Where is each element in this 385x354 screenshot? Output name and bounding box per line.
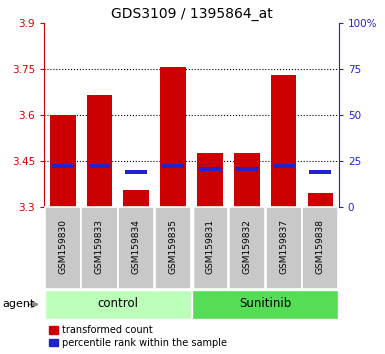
Bar xyxy=(162,164,184,168)
Bar xyxy=(310,170,331,174)
Bar xyxy=(197,153,223,207)
Text: GSM159835: GSM159835 xyxy=(169,219,177,274)
Text: GSM159837: GSM159837 xyxy=(279,219,288,274)
Bar xyxy=(234,153,259,207)
Text: Sunitinib: Sunitinib xyxy=(239,297,291,310)
Bar xyxy=(199,167,221,171)
Bar xyxy=(89,164,110,168)
Bar xyxy=(308,193,333,207)
Text: GSM159830: GSM159830 xyxy=(58,219,67,274)
Bar xyxy=(192,207,228,289)
Bar xyxy=(302,207,338,289)
Text: GSM159833: GSM159833 xyxy=(95,219,104,274)
Bar xyxy=(124,190,149,207)
Text: control: control xyxy=(97,297,138,310)
Bar xyxy=(155,207,191,289)
Legend: transformed count, percentile rank within the sample: transformed count, percentile rank withi… xyxy=(49,325,227,348)
Bar xyxy=(45,207,81,289)
Text: GSM159831: GSM159831 xyxy=(206,219,214,274)
Bar xyxy=(236,167,258,171)
Bar xyxy=(118,207,154,289)
Bar xyxy=(229,207,265,289)
Text: agent: agent xyxy=(2,299,34,309)
Text: GSM159834: GSM159834 xyxy=(132,219,141,274)
Bar xyxy=(82,207,117,289)
Text: GSM159832: GSM159832 xyxy=(242,219,251,274)
Bar xyxy=(52,164,74,168)
Bar xyxy=(266,207,301,289)
Bar xyxy=(192,290,338,319)
Bar xyxy=(160,68,186,207)
Title: GDS3109 / 1395864_at: GDS3109 / 1395864_at xyxy=(110,7,273,21)
Bar xyxy=(273,164,295,168)
Text: GSM159838: GSM159838 xyxy=(316,219,325,274)
Bar xyxy=(126,170,147,174)
Bar xyxy=(45,290,191,319)
Bar xyxy=(50,115,75,207)
Bar xyxy=(271,75,296,207)
Bar xyxy=(87,95,112,207)
